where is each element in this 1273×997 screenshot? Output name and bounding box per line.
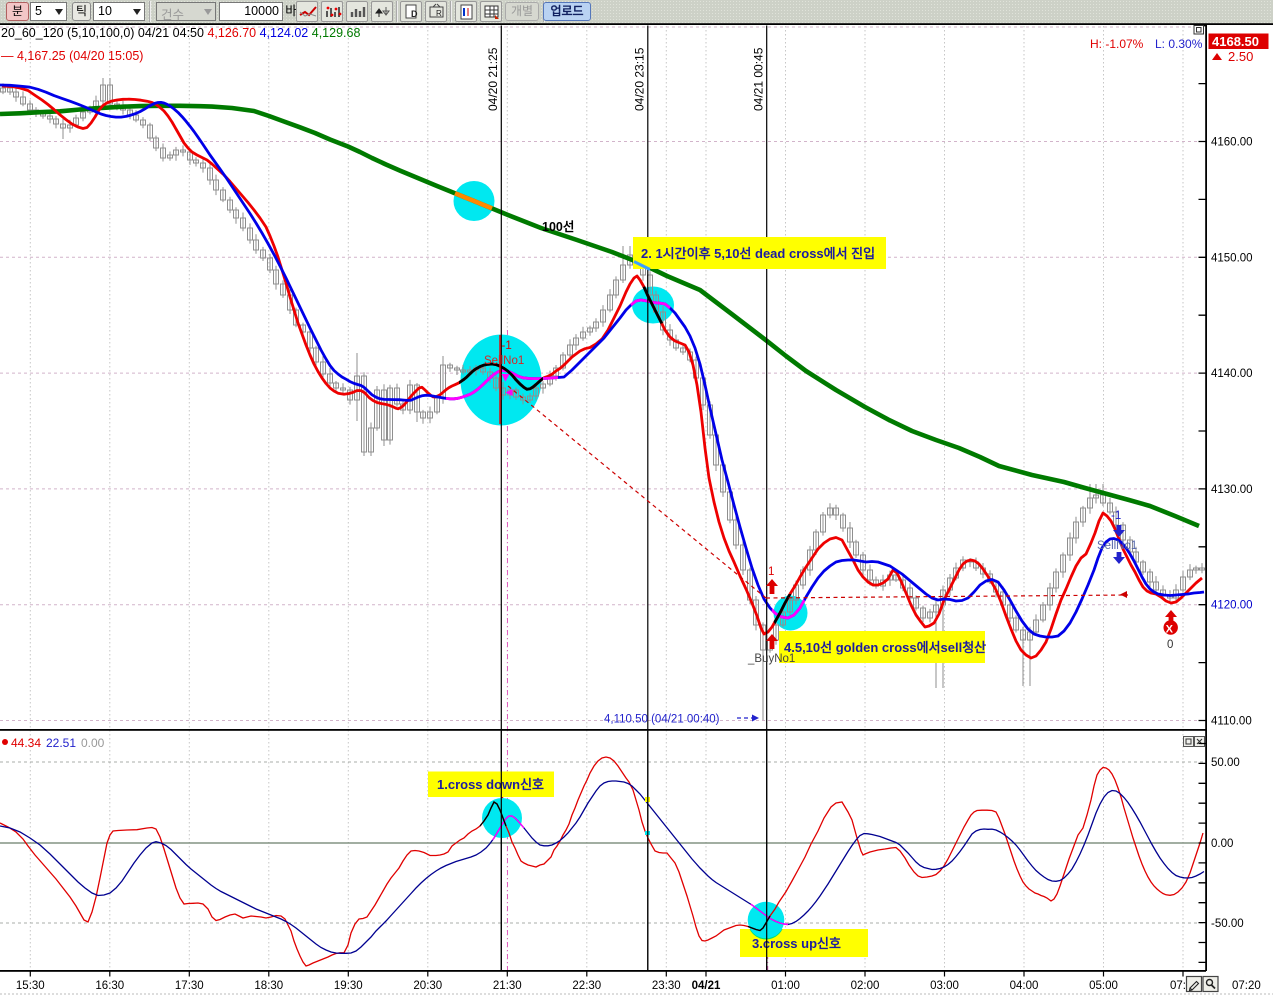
svg-text:02:00: 02:00 bbox=[851, 980, 880, 992]
svg-text:X: X bbox=[1166, 623, 1174, 635]
svg-text:03:00: 03:00 bbox=[930, 980, 959, 992]
svg-text:H: -1.07%: H: -1.07% bbox=[1090, 37, 1144, 51]
svg-text:_BuyNo1: _BuyNo1 bbox=[747, 653, 795, 665]
svg-text:-1: -1 bbox=[502, 340, 512, 352]
svg-text:3.cross up신호: 3.cross up신호 bbox=[752, 936, 841, 951]
svg-text:4140.00: 4140.00 bbox=[1211, 368, 1253, 380]
svg-text:04/20 21:25: 04/20 21:25 bbox=[486, 47, 500, 111]
svg-text:SellNo1: SellNo1 bbox=[484, 355, 524, 367]
svg-text:23:30: 23:30 bbox=[652, 980, 681, 992]
svg-text:4150.00: 4150.00 bbox=[1211, 252, 1253, 264]
svg-text:R: R bbox=[436, 9, 442, 18]
svg-text:22:30: 22:30 bbox=[572, 980, 601, 992]
svg-text:100선: 100선 bbox=[542, 219, 574, 234]
svg-text:— 4,167.25 (04/20 15:05): — 4,167.25 (04/20 15:05) bbox=[1, 49, 143, 63]
svg-text:50.00: 50.00 bbox=[1211, 757, 1240, 769]
svg-text:44.34: 44.34 bbox=[11, 736, 41, 750]
svg-text:22.51: 22.51 bbox=[46, 736, 76, 750]
svg-text:4168.50: 4168.50 bbox=[1212, 34, 1259, 49]
svg-text:2. 1시간이후 5,10선 dead cross에서 진입: 2. 1시간이후 5,10선 dead cross에서 진입 bbox=[641, 246, 875, 261]
svg-text:1: 1 bbox=[768, 566, 774, 578]
svg-text:04/21: 04/21 bbox=[692, 980, 721, 992]
svg-text:4120.00: 4120.00 bbox=[1211, 600, 1253, 612]
svg-text:SellNo1: SellNo1 bbox=[1097, 540, 1137, 552]
svg-text:4130.00: 4130.00 bbox=[1211, 484, 1253, 496]
svg-text:17:30: 17:30 bbox=[175, 980, 204, 992]
svg-text:04/20 23:15: 04/20 23:15 bbox=[633, 47, 647, 111]
svg-text:0.00: 0.00 bbox=[1211, 838, 1233, 850]
svg-text:2.50: 2.50 bbox=[1228, 49, 1253, 64]
svg-text:19:30: 19:30 bbox=[334, 980, 363, 992]
svg-text:21:30: 21:30 bbox=[493, 980, 522, 992]
svg-text:04:00: 04:00 bbox=[1010, 980, 1039, 992]
svg-text:4,110.50 (04/21 00:40): 4,110.50 (04/21 00:40) bbox=[604, 714, 720, 726]
svg-text:05:00: 05:00 bbox=[1089, 980, 1118, 992]
svg-text:D: D bbox=[411, 9, 418, 19]
svg-text:4160.00: 4160.00 bbox=[1211, 137, 1253, 149]
svg-text:07:: 07: bbox=[1170, 980, 1186, 992]
svg-text:0: 0 bbox=[1167, 639, 1173, 651]
svg-text:18:30: 18:30 bbox=[254, 980, 283, 992]
svg-text:0.00: 0.00 bbox=[81, 736, 105, 750]
svg-text:04/21 00:45: 04/21 00:45 bbox=[752, 47, 766, 111]
svg-text:4.5,10선 golden cross에서sell청산: 4.5,10선 golden cross에서sell청산 bbox=[784, 640, 986, 655]
svg-text:1.cross down신호: 1.cross down신호 bbox=[437, 777, 544, 792]
svg-text:01:00: 01:00 bbox=[771, 980, 800, 992]
svg-text:4110.00: 4110.00 bbox=[1211, 716, 1252, 728]
svg-text:15:30: 15:30 bbox=[16, 980, 45, 992]
svg-text:16:30: 16:30 bbox=[95, 980, 124, 992]
svg-text:20:30: 20:30 bbox=[413, 980, 442, 992]
svg-text:-50.00: -50.00 bbox=[1211, 918, 1244, 930]
svg-text:-1: -1 bbox=[1111, 510, 1121, 522]
svg-text:20_60_120 (5,10,100,0) 04/21: 20_60_120 (5,10,100,0) 04/21 04:50 4,126… bbox=[1, 26, 360, 40]
svg-text:07:20: 07:20 bbox=[1232, 980, 1261, 992]
svg-text:L: 0.30%: L: 0.30% bbox=[1155, 37, 1203, 51]
